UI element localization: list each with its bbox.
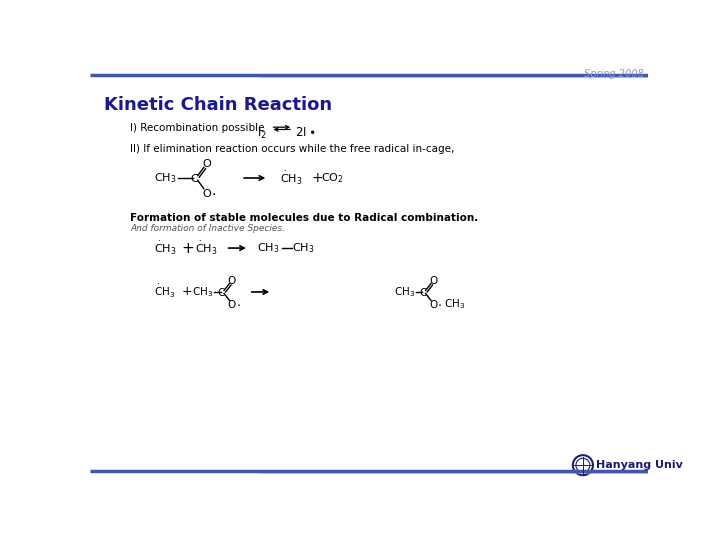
Text: $\mathregular{CH_3}$: $\mathregular{CH_3}$ (154, 171, 177, 185)
Text: Hanyang Univ: Hanyang Univ (596, 460, 683, 470)
Text: $\mathregular{C}$: $\mathregular{C}$ (190, 172, 199, 184)
Text: $\mathregular{I_2}$: $\mathregular{I_2}$ (256, 126, 266, 141)
Text: $\mathregular{O}$: $\mathregular{O}$ (428, 274, 438, 286)
Text: $\mathregular{\dot{C}H_3}$: $\mathregular{\dot{C}H_3}$ (153, 240, 176, 256)
Text: $\mathregular{O}$: $\mathregular{O}$ (202, 187, 212, 199)
Text: $\mathregular{CH_3}$: $\mathregular{CH_3}$ (256, 241, 279, 255)
Text: $\mathregular{O}$: $\mathregular{O}$ (227, 274, 237, 286)
Text: $\mathregular{\cdot}$: $\mathregular{\cdot}$ (211, 186, 216, 200)
Text: I) Recombination possible: I) Recombination possible (130, 123, 265, 133)
Text: $\mathregular{CH_3}$: $\mathregular{CH_3}$ (444, 298, 465, 311)
Text: $\mathregular{CH_3}$: $\mathregular{CH_3}$ (292, 241, 314, 255)
Text: $\mathregular{+}$: $\mathregular{+}$ (311, 171, 323, 185)
Text: Kinetic Chain Reaction: Kinetic Chain Reaction (104, 96, 332, 113)
Text: And formation of Inactive Species.: And formation of Inactive Species. (130, 224, 285, 233)
Text: Formation of stable molecules due to Radical combination.: Formation of stable molecules due to Rad… (130, 213, 479, 222)
Text: $\mathregular{2I\bullet}$: $\mathregular{2I\bullet}$ (295, 126, 316, 139)
Text: $\mathregular{+}$: $\mathregular{+}$ (181, 240, 194, 255)
Text: $\mathregular{+}$: $\mathregular{+}$ (181, 286, 193, 299)
Text: $\mathregular{O}$: $\mathregular{O}$ (227, 298, 237, 310)
Text: $\mathregular{O}$: $\mathregular{O}$ (428, 298, 438, 310)
Text: $\mathregular{\dot{C}H_3}$: $\mathregular{\dot{C}H_3}$ (280, 170, 302, 186)
Text: $\mathregular{\cdot}$: $\mathregular{\cdot}$ (437, 298, 442, 310)
Text: $\mathregular{CO_2}$: $\mathregular{CO_2}$ (321, 171, 343, 185)
Text: Spring 2008: Spring 2008 (585, 69, 644, 79)
Text: $\mathregular{C}$: $\mathregular{C}$ (217, 286, 226, 298)
Text: $\mathregular{\cdot}$: $\mathregular{\cdot}$ (235, 298, 240, 310)
Text: $\mathregular{\dot{C}H_3}$: $\mathregular{\dot{C}H_3}$ (194, 240, 217, 256)
Text: $\mathregular{CH_3}$: $\mathregular{CH_3}$ (192, 285, 214, 299)
Text: $\mathregular{C}$: $\mathregular{C}$ (419, 286, 428, 298)
Text: $\mathregular{\dot{C}H_3}$: $\mathregular{\dot{C}H_3}$ (153, 284, 175, 300)
Text: $\mathregular{CH_3}$: $\mathregular{CH_3}$ (394, 285, 415, 299)
Text: $\mathregular{O}$: $\mathregular{O}$ (202, 157, 212, 168)
Text: II) If elimination reaction occurs while the free radical in-cage,: II) If elimination reaction occurs while… (130, 144, 454, 154)
